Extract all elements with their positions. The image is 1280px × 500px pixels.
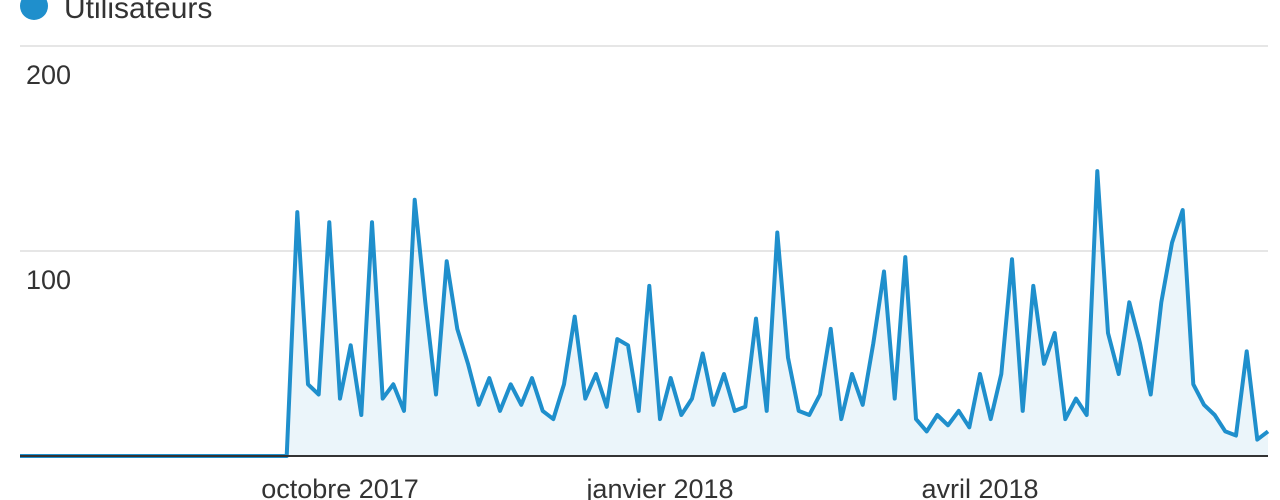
area — [20, 171, 1268, 456]
y-tick-label: 100 — [26, 265, 71, 295]
legend-marker — [20, 0, 48, 20]
x-tick-label: avril 2018 — [921, 474, 1038, 500]
x-tick-label: janvier 2018 — [585, 474, 733, 500]
y-tick-label: 200 — [26, 60, 71, 90]
x-tick-label: octobre 2017 — [261, 474, 419, 500]
legend-label: Utilisateurs — [64, 0, 212, 25]
